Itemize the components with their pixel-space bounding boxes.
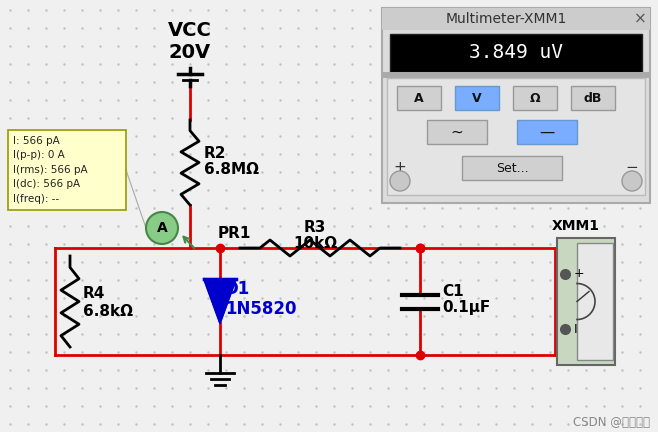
Text: +: + [574, 267, 584, 280]
Text: dB: dB [584, 92, 602, 105]
Text: R3: R3 [304, 220, 326, 235]
Bar [513, 86, 557, 110]
Bar [455, 86, 499, 110]
Bar [571, 86, 615, 110]
Bar [382, 8, 650, 30]
Bar [577, 243, 613, 360]
Text: A: A [414, 92, 424, 105]
Bar [8, 130, 126, 210]
Text: XMM1: XMM1 [552, 219, 600, 233]
Text: ×: × [634, 12, 646, 26]
Text: R2: R2 [204, 146, 226, 161]
Text: D1: D1 [225, 280, 250, 298]
Circle shape [622, 171, 642, 191]
Text: 1N5820: 1N5820 [225, 300, 297, 318]
Text: 6.8kΩ: 6.8kΩ [83, 304, 133, 318]
Text: Set...: Set... [495, 162, 528, 175]
Text: +: + [393, 159, 407, 175]
Text: A: A [157, 221, 167, 235]
Bar [557, 238, 615, 365]
Text: ~: ~ [451, 124, 463, 140]
Bar [390, 34, 642, 72]
Bar [427, 120, 487, 144]
Bar [387, 78, 645, 195]
Polygon shape [204, 279, 236, 323]
Bar [517, 120, 577, 144]
Bar [462, 156, 562, 180]
Text: I: I [574, 323, 578, 336]
Text: −: − [626, 159, 638, 175]
Circle shape [390, 171, 410, 191]
Text: CSDN @逝雪无瘾: CSDN @逝雪无瘾 [573, 416, 650, 429]
Text: C1: C1 [442, 284, 464, 299]
Circle shape [146, 212, 178, 244]
Text: 0.1μF: 0.1μF [442, 300, 490, 315]
Bar [382, 72, 650, 78]
Text: 20V: 20V [169, 42, 211, 61]
Text: Multimeter-XMM1: Multimeter-XMM1 [445, 12, 567, 26]
Bar [382, 8, 650, 203]
Text: —: — [540, 124, 555, 140]
Bar [397, 86, 441, 110]
Text: R4: R4 [83, 286, 105, 301]
Text: PR1: PR1 [218, 226, 251, 241]
Text: Ω: Ω [530, 92, 540, 105]
Text: 6.8MΩ: 6.8MΩ [204, 162, 259, 178]
Text: 10kΩ: 10kΩ [293, 235, 337, 251]
Text: V: V [472, 92, 482, 105]
Text: I: 566 pA
I(p-p): 0 A
I(rms): 566 pA
I(dc): 566 pA
I(freq): --: I: 566 pA I(p-p): 0 A I(rms): 566 pA I(d… [13, 136, 88, 203]
Text: VCC: VCC [168, 20, 212, 39]
Text: 3.849 uV: 3.849 uV [469, 44, 563, 63]
